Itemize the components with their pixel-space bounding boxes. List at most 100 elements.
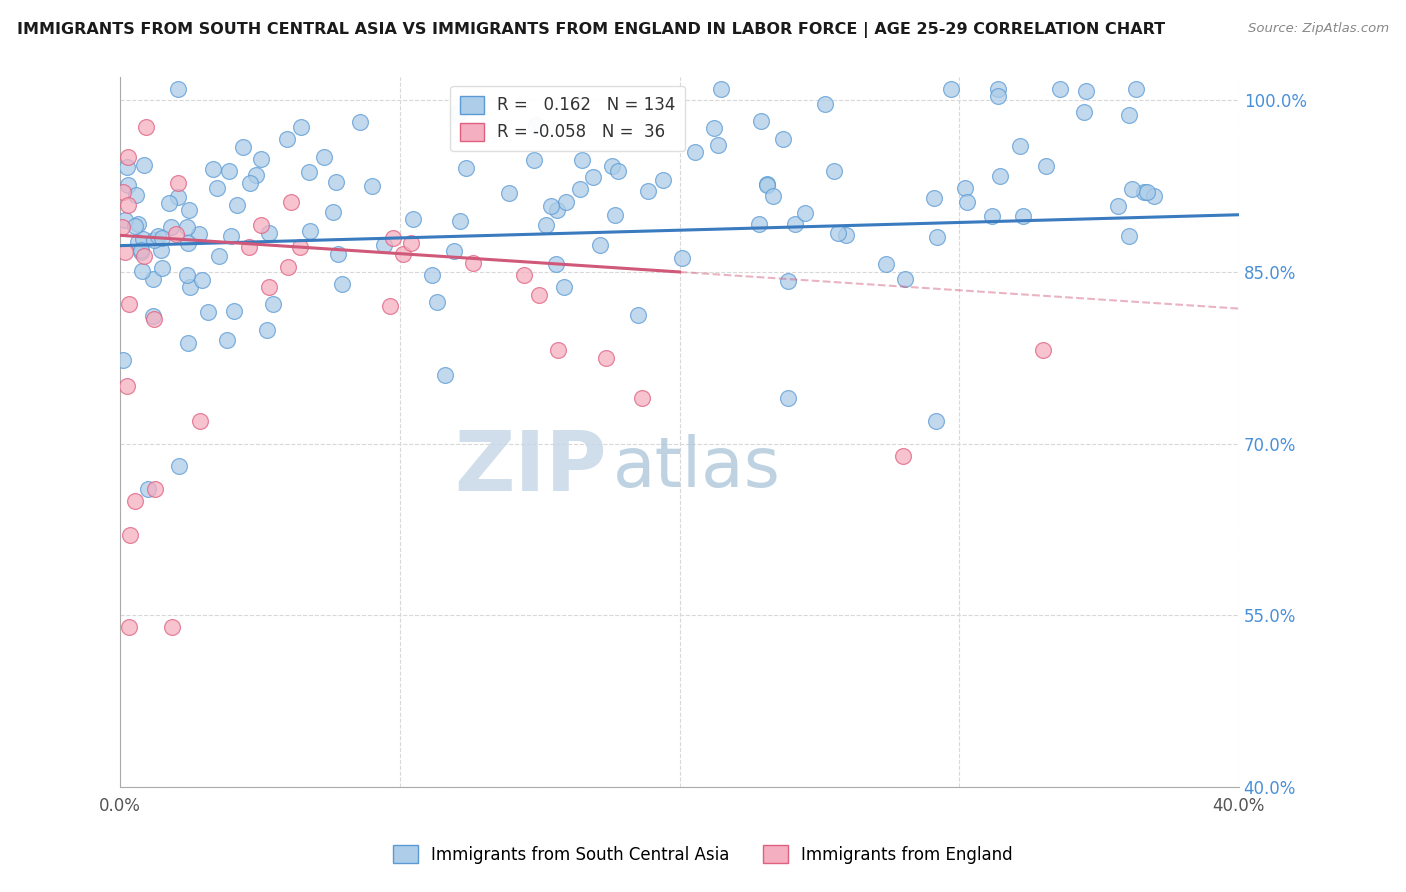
Point	[167, 459, 190, 474]
Point	[399, 236, 422, 251]
Point	[1118, 228, 1140, 243]
Point	[160, 620, 183, 634]
Point	[922, 191, 945, 205]
Point	[955, 181, 977, 195]
Point	[176, 220, 198, 235]
Point	[794, 206, 817, 220]
Point	[534, 218, 557, 232]
Point	[891, 449, 914, 463]
Point	[224, 304, 246, 318]
Point	[328, 247, 350, 261]
Point	[150, 231, 173, 245]
Point	[238, 240, 260, 254]
Point	[447, 106, 470, 120]
Point	[1011, 209, 1033, 223]
Point	[553, 279, 575, 293]
Point	[280, 195, 302, 210]
Point	[250, 153, 273, 167]
Legend: R =   0.162   N = 134, R = -0.058   N =  36: R = 0.162 N = 134, R = -0.058 N = 36	[450, 86, 685, 152]
Point	[166, 82, 188, 96]
Point	[778, 274, 800, 288]
Point	[188, 227, 211, 242]
Point	[981, 209, 1004, 223]
Legend: Immigrants from South Central Asia, Immigrants from England: Immigrants from South Central Asia, Immi…	[387, 838, 1019, 871]
Point	[150, 260, 173, 275]
Point	[391, 247, 413, 261]
Point	[498, 186, 520, 201]
Point	[127, 235, 149, 249]
Point	[124, 493, 146, 508]
Point	[707, 137, 730, 152]
Point	[118, 620, 141, 634]
Point	[607, 164, 630, 178]
Point	[125, 187, 148, 202]
Point	[136, 483, 159, 497]
Text: ZIP: ZIP	[454, 427, 607, 508]
Point	[232, 140, 254, 154]
Point	[129, 244, 152, 259]
Point	[202, 162, 225, 177]
Point	[148, 228, 170, 243]
Point	[177, 335, 200, 350]
Point	[652, 172, 675, 186]
Point	[626, 308, 648, 322]
Point	[420, 268, 443, 282]
Point	[197, 304, 219, 318]
Point	[603, 209, 626, 223]
Point	[924, 414, 946, 428]
Point	[894, 271, 917, 285]
Point	[330, 277, 353, 291]
Point	[177, 202, 200, 217]
Point	[142, 272, 165, 286]
Point	[749, 114, 772, 128]
Point	[124, 219, 146, 234]
Point	[529, 288, 551, 302]
Point	[114, 213, 136, 227]
Point	[925, 230, 948, 244]
Point	[783, 217, 806, 231]
Point	[703, 121, 725, 136]
Point	[1076, 84, 1098, 98]
Point	[142, 312, 165, 326]
Point	[290, 120, 312, 134]
Point	[349, 115, 371, 129]
Text: Source: ZipAtlas.com: Source: ZipAtlas.com	[1249, 22, 1389, 36]
Point	[117, 178, 139, 192]
Point	[1121, 181, 1143, 195]
Point	[131, 263, 153, 277]
Point	[835, 228, 858, 243]
Point	[176, 268, 198, 283]
Point	[179, 279, 201, 293]
Point	[298, 164, 321, 178]
Point	[582, 169, 605, 184]
Point	[129, 243, 152, 257]
Point	[166, 177, 188, 191]
Point	[256, 323, 278, 337]
Point	[1008, 139, 1031, 153]
Point	[143, 483, 166, 497]
Point	[167, 190, 190, 204]
Point	[827, 227, 849, 241]
Point	[225, 198, 247, 212]
Point	[443, 244, 465, 258]
Point	[755, 177, 778, 191]
Point	[589, 237, 612, 252]
Point	[987, 82, 1010, 96]
Point	[547, 343, 569, 358]
Point	[776, 391, 799, 405]
Point	[262, 297, 284, 311]
Point	[157, 195, 180, 210]
Point	[150, 243, 173, 257]
Point	[555, 194, 578, 209]
Point	[1136, 185, 1159, 199]
Point	[449, 214, 471, 228]
Point	[710, 82, 733, 96]
Point	[456, 161, 478, 175]
Point	[176, 235, 198, 250]
Point	[1073, 105, 1095, 120]
Point	[772, 132, 794, 146]
Point	[219, 229, 242, 244]
Point	[257, 226, 280, 240]
Point	[546, 257, 568, 271]
Point	[115, 160, 138, 174]
